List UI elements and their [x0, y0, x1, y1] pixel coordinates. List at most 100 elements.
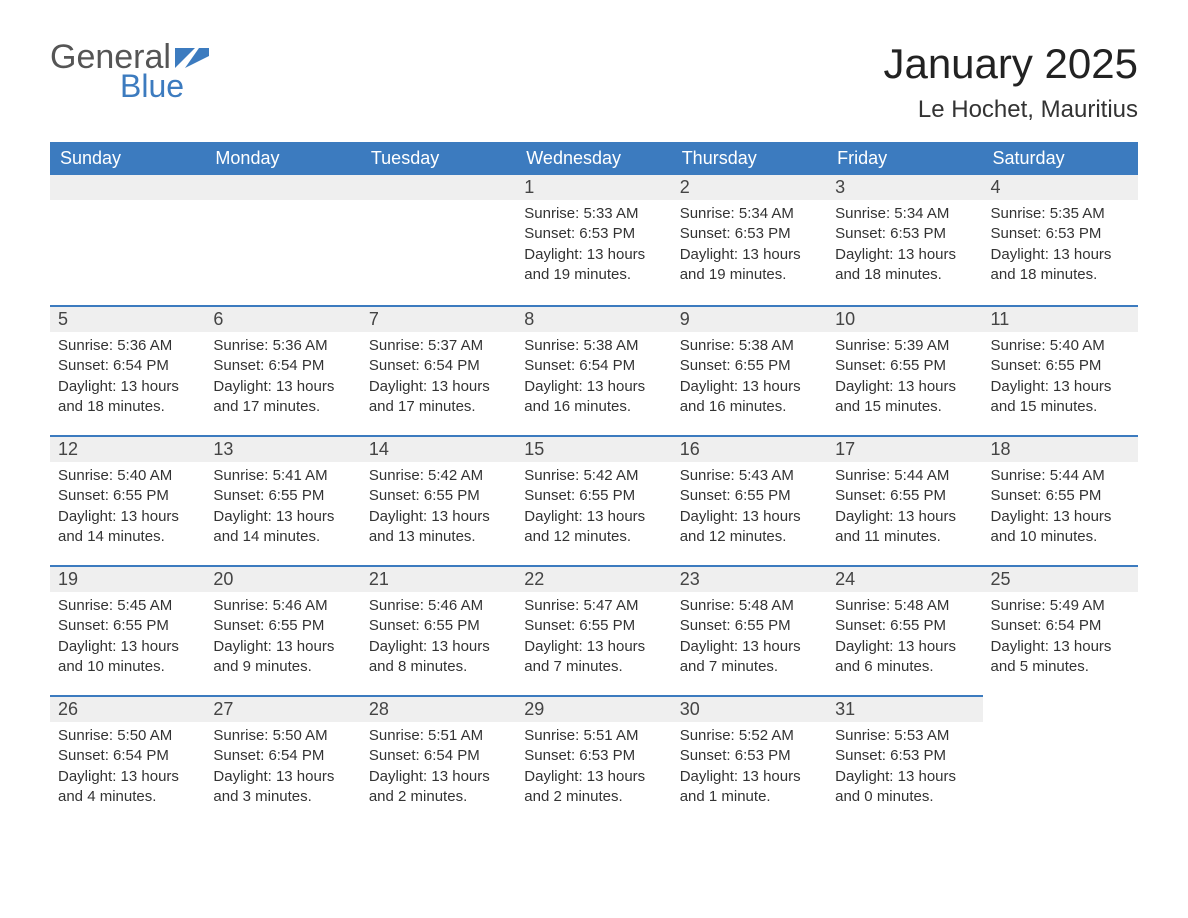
day-number: 29 [516, 695, 671, 722]
daylight-line: Daylight: 13 hours and 7 minutes. [524, 637, 663, 678]
daylight-line: Daylight: 13 hours and 17 minutes. [369, 377, 508, 418]
daylight-line: Daylight: 13 hours and 3 minutes. [213, 767, 352, 808]
sunrise-line: Sunrise: 5:33 AM [524, 204, 663, 224]
daylight-line: Daylight: 13 hours and 14 minutes. [58, 507, 197, 548]
calendar-cell [361, 175, 516, 305]
daylight-line: Daylight: 13 hours and 0 minutes. [835, 767, 974, 808]
empty-day-strip [361, 175, 516, 200]
calendar-cell: 17Sunrise: 5:44 AMSunset: 6:55 PMDayligh… [827, 435, 982, 565]
day-body: Sunrise: 5:36 AMSunset: 6:54 PMDaylight:… [50, 332, 205, 425]
day-number: 11 [983, 305, 1138, 332]
day-number: 6 [205, 305, 360, 332]
sunrise-line: Sunrise: 5:43 AM [680, 466, 819, 486]
sunset-line: Sunset: 6:54 PM [524, 356, 663, 376]
sunset-line: Sunset: 6:54 PM [58, 356, 197, 376]
day-number: 19 [50, 565, 205, 592]
day-header: Tuesday [361, 142, 516, 175]
calendar-cell: 8Sunrise: 5:38 AMSunset: 6:54 PMDaylight… [516, 305, 671, 435]
calendar-cell: 21Sunrise: 5:46 AMSunset: 6:55 PMDayligh… [361, 565, 516, 695]
daylight-line: Daylight: 13 hours and 16 minutes. [524, 377, 663, 418]
daylight-line: Daylight: 13 hours and 18 minutes. [58, 377, 197, 418]
daylight-line: Daylight: 13 hours and 11 minutes. [835, 507, 974, 548]
sunset-line: Sunset: 6:53 PM [835, 746, 974, 766]
day-number: 15 [516, 435, 671, 462]
day-number: 3 [827, 175, 982, 200]
day-number: 10 [827, 305, 982, 332]
daylight-line: Daylight: 13 hours and 10 minutes. [58, 637, 197, 678]
sunset-line: Sunset: 6:55 PM [369, 486, 508, 506]
calendar-cell [983, 695, 1138, 825]
calendar-cell: 31Sunrise: 5:53 AMSunset: 6:53 PMDayligh… [827, 695, 982, 825]
sunset-line: Sunset: 6:55 PM [213, 486, 352, 506]
sunrise-line: Sunrise: 5:34 AM [680, 204, 819, 224]
sunset-line: Sunset: 6:53 PM [835, 224, 974, 244]
sunset-line: Sunset: 6:55 PM [680, 486, 819, 506]
sunset-line: Sunset: 6:54 PM [369, 356, 508, 376]
day-body: Sunrise: 5:40 AMSunset: 6:55 PMDaylight:… [50, 462, 205, 555]
day-body: Sunrise: 5:34 AMSunset: 6:53 PMDaylight:… [672, 200, 827, 293]
calendar-cell: 28Sunrise: 5:51 AMSunset: 6:54 PMDayligh… [361, 695, 516, 825]
sunset-line: Sunset: 6:55 PM [835, 486, 974, 506]
sunrise-line: Sunrise: 5:52 AM [680, 726, 819, 746]
calendar-cell: 29Sunrise: 5:51 AMSunset: 6:53 PMDayligh… [516, 695, 671, 825]
daylight-line: Daylight: 13 hours and 13 minutes. [369, 507, 508, 548]
sunset-line: Sunset: 6:55 PM [213, 616, 352, 636]
sunrise-line: Sunrise: 5:38 AM [680, 336, 819, 356]
daylight-line: Daylight: 13 hours and 18 minutes. [991, 245, 1130, 286]
day-body: Sunrise: 5:46 AMSunset: 6:55 PMDaylight:… [205, 592, 360, 685]
day-number: 14 [361, 435, 516, 462]
calendar-cell: 26Sunrise: 5:50 AMSunset: 6:54 PMDayligh… [50, 695, 205, 825]
day-body: Sunrise: 5:44 AMSunset: 6:55 PMDaylight:… [827, 462, 982, 555]
daylight-line: Daylight: 13 hours and 2 minutes. [524, 767, 663, 808]
calendar-row: 1Sunrise: 5:33 AMSunset: 6:53 PMDaylight… [50, 175, 1138, 305]
sunrise-line: Sunrise: 5:49 AM [991, 596, 1130, 616]
daylight-line: Daylight: 13 hours and 9 minutes. [213, 637, 352, 678]
day-number: 30 [672, 695, 827, 722]
calendar-cell [50, 175, 205, 305]
calendar-row: 26Sunrise: 5:50 AMSunset: 6:54 PMDayligh… [50, 695, 1138, 825]
calendar-cell: 3 Sunrise: 5:34 AMSunset: 6:53 PMDaylight… [827, 175, 982, 305]
sunrise-line: Sunrise: 5:37 AM [369, 336, 508, 356]
sunset-line: Sunset: 6:53 PM [991, 224, 1130, 244]
sunset-line: Sunset: 6:54 PM [213, 356, 352, 376]
day-body: Sunrise: 5:42 AMSunset: 6:55 PMDaylight:… [516, 462, 671, 555]
day-body: Sunrise: 5:51 AMSunset: 6:54 PMDaylight:… [361, 722, 516, 815]
day-body: Sunrise: 5:50 AMSunset: 6:54 PMDaylight:… [205, 722, 360, 815]
calendar-cell: 1Sunrise: 5:33 AMSunset: 6:53 PMDaylight… [516, 175, 671, 305]
sunset-line: Sunset: 6:55 PM [58, 616, 197, 636]
sunset-line: Sunset: 6:54 PM [991, 616, 1130, 636]
sunset-line: Sunset: 6:55 PM [991, 486, 1130, 506]
empty-day-strip [205, 175, 360, 200]
day-number: 9 [672, 305, 827, 332]
day-number: 23 [672, 565, 827, 592]
calendar-table: SundayMondayTuesdayWednesdayThursdayFrid… [50, 142, 1138, 825]
daylight-line: Daylight: 13 hours and 1 minute. [680, 767, 819, 808]
sunrise-line: Sunrise: 5:46 AM [369, 596, 508, 616]
daylight-line: Daylight: 13 hours and 19 minutes. [524, 245, 663, 286]
daylight-line: Daylight: 13 hours and 15 minutes. [835, 377, 974, 418]
day-body: Sunrise: 5:52 AMSunset: 6:53 PMDaylight:… [672, 722, 827, 815]
sunrise-line: Sunrise: 5:34 AM [835, 204, 974, 224]
day-body: Sunrise: 5:38 AMSunset: 6:54 PMDaylight:… [516, 332, 671, 425]
sunrise-line: Sunrise: 5:45 AM [58, 596, 197, 616]
calendar-cell: 7Sunrise: 5:37 AMSunset: 6:54 PMDaylight… [361, 305, 516, 435]
sunset-line: Sunset: 6:55 PM [835, 356, 974, 376]
sunset-line: Sunset: 6:55 PM [680, 616, 819, 636]
sunset-line: Sunset: 6:55 PM [369, 616, 508, 636]
daylight-line: Daylight: 13 hours and 8 minutes. [369, 637, 508, 678]
daylight-line: Daylight: 13 hours and 18 minutes. [835, 245, 974, 286]
day-body: Sunrise: 5:42 AMSunset: 6:55 PMDaylight:… [361, 462, 516, 555]
day-header: Wednesday [516, 142, 671, 175]
calendar-cell: 23Sunrise: 5:48 AMSunset: 6:55 PMDayligh… [672, 565, 827, 695]
calendar-cell: 12Sunrise: 5:40 AMSunset: 6:55 PMDayligh… [50, 435, 205, 565]
sunrise-line: Sunrise: 5:51 AM [369, 726, 508, 746]
day-body: Sunrise: 5:40 AMSunset: 6:55 PMDaylight:… [983, 332, 1138, 425]
day-number: 16 [672, 435, 827, 462]
day-body: Sunrise: 5:43 AMSunset: 6:55 PMDaylight:… [672, 462, 827, 555]
day-number: 17 [827, 435, 982, 462]
day-body: Sunrise: 5:36 AMSunset: 6:54 PMDaylight:… [205, 332, 360, 425]
sunset-line: Sunset: 6:55 PM [58, 486, 197, 506]
sunrise-line: Sunrise: 5:46 AM [213, 596, 352, 616]
daylight-line: Daylight: 13 hours and 17 minutes. [213, 377, 352, 418]
day-body: Sunrise: 5:37 AMSunset: 6:54 PMDaylight:… [361, 332, 516, 425]
